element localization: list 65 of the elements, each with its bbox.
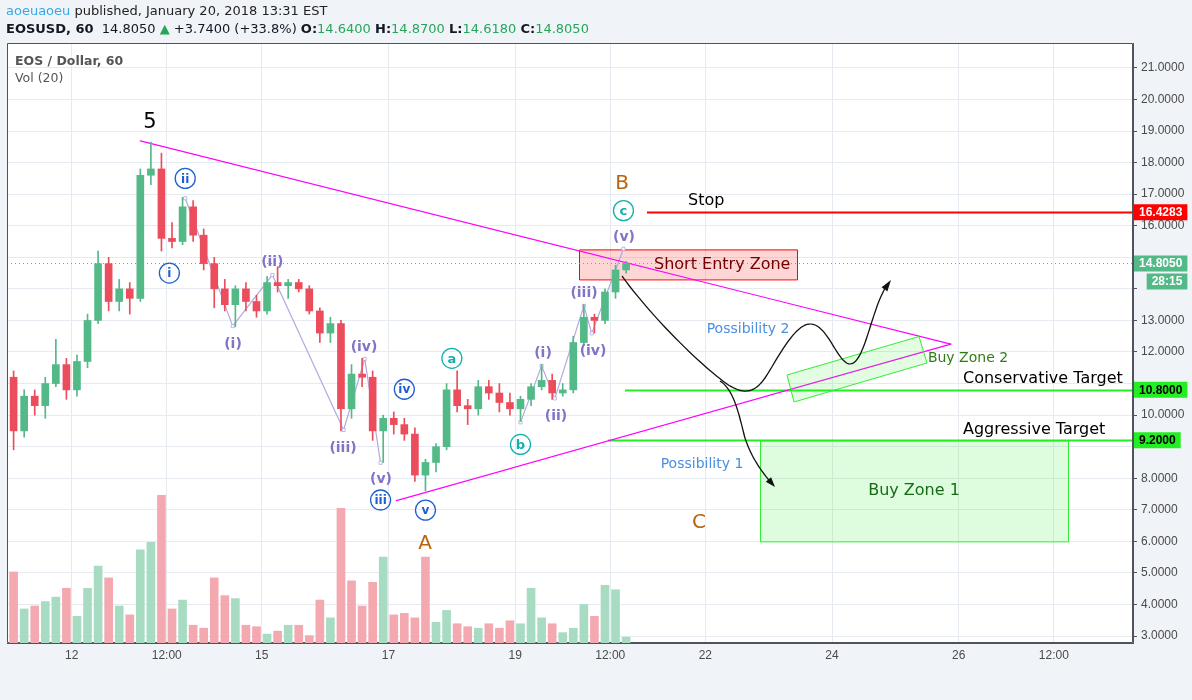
y-tick-label: 16.0000 xyxy=(1141,218,1185,233)
y-tick-label: 19.0000 xyxy=(1141,123,1185,138)
annotation: (v) xyxy=(613,227,635,244)
annotation: i xyxy=(167,266,172,281)
x-tick-label: 12:00 xyxy=(595,647,626,662)
annotation: iii xyxy=(374,493,387,508)
annotation: a xyxy=(447,350,457,366)
x-tick-label: 12 xyxy=(65,647,79,662)
annotation: (i) xyxy=(224,334,242,351)
x-tick-label: 22 xyxy=(698,647,713,662)
y-tick-label: 20.0000 xyxy=(1141,91,1185,106)
text: 10.8000 xyxy=(1139,382,1183,397)
annotation: Buy Zone 2 xyxy=(927,348,1009,365)
chart-title: EOSUSD, 60 xyxy=(6,21,94,36)
text: aoeuaoeu published, January 20, 2018 13:31 EST xyxy=(6,3,328,18)
text: 16.4283 xyxy=(1139,205,1183,220)
x-tick-label: 12:00 xyxy=(151,647,183,662)
x-tick-label: 26 xyxy=(952,647,966,662)
y-tick-label: 6.0000 xyxy=(1141,533,1179,548)
annotation: Possibility 1 xyxy=(660,454,744,471)
ref-line-label: Aggressive Target xyxy=(963,418,1106,438)
chart-title: Vol (20) xyxy=(15,70,64,85)
annotation: (iii) xyxy=(570,283,598,300)
annotation: v xyxy=(421,503,430,518)
x-tick-label: 15 xyxy=(255,647,269,662)
annotation: (ii) xyxy=(544,406,568,423)
annotation: (iv) xyxy=(579,341,607,358)
annotation: 5 xyxy=(143,109,157,134)
ref-line-label: Stop xyxy=(688,190,725,210)
annotation: A xyxy=(418,530,433,555)
x-tick-label: 17 xyxy=(381,647,396,662)
annotation: c xyxy=(619,202,628,218)
text: 28:15 xyxy=(1151,274,1183,289)
annotation: ii xyxy=(181,171,190,186)
y-tick-label: 4.0000 xyxy=(1141,596,1179,611)
annotation: C xyxy=(692,509,706,534)
y-tick-label: 21.0000 xyxy=(1141,60,1185,75)
x-tick-label: 12:00 xyxy=(1038,647,1070,662)
annotation: b xyxy=(515,436,526,452)
annotation: EOS / Dollar, 60 xyxy=(15,53,124,68)
text: 14.8050 ▲ +3.7400 (+33.8%) O:14.6400 H:14.8700 L:14.6180 C:14.8050 xyxy=(101,21,589,36)
y-tick-label: 5.0000 xyxy=(1141,565,1179,580)
annotation: Possibility 2 xyxy=(706,319,790,336)
ref-line-label: Conservative Target xyxy=(963,368,1123,388)
y-tick-label: 13.0000 xyxy=(1141,312,1185,327)
y-tick-label: 7.0000 xyxy=(1141,502,1179,517)
annotation: (ii) xyxy=(261,252,284,269)
annotation: (iii) xyxy=(329,438,357,455)
annotation: iv xyxy=(398,382,411,397)
annotation: B xyxy=(615,170,629,195)
y-tick-label: 17.0000 xyxy=(1141,186,1185,201)
y-tick-label: 10.0000 xyxy=(1141,407,1185,422)
y-tick-label: 8.0000 xyxy=(1141,470,1179,485)
annotation: (i) xyxy=(534,343,552,360)
y-tick-label: 12.0000 xyxy=(1141,344,1185,359)
y-tick-label: 3.0000 xyxy=(1141,628,1179,643)
x-tick-label: 19 xyxy=(508,647,523,662)
band-label: Buy Zone 1 xyxy=(868,480,960,500)
y-tick-label: 18.0000 xyxy=(1141,154,1185,169)
text: 14.8050 xyxy=(1139,256,1183,271)
x-tick-label: 24 xyxy=(825,647,840,662)
band-label: Short Entry Zone xyxy=(654,253,791,273)
annotation: (v) xyxy=(370,469,392,486)
annotation: (iv) xyxy=(350,337,378,354)
text: 9.2000 xyxy=(1139,433,1177,448)
